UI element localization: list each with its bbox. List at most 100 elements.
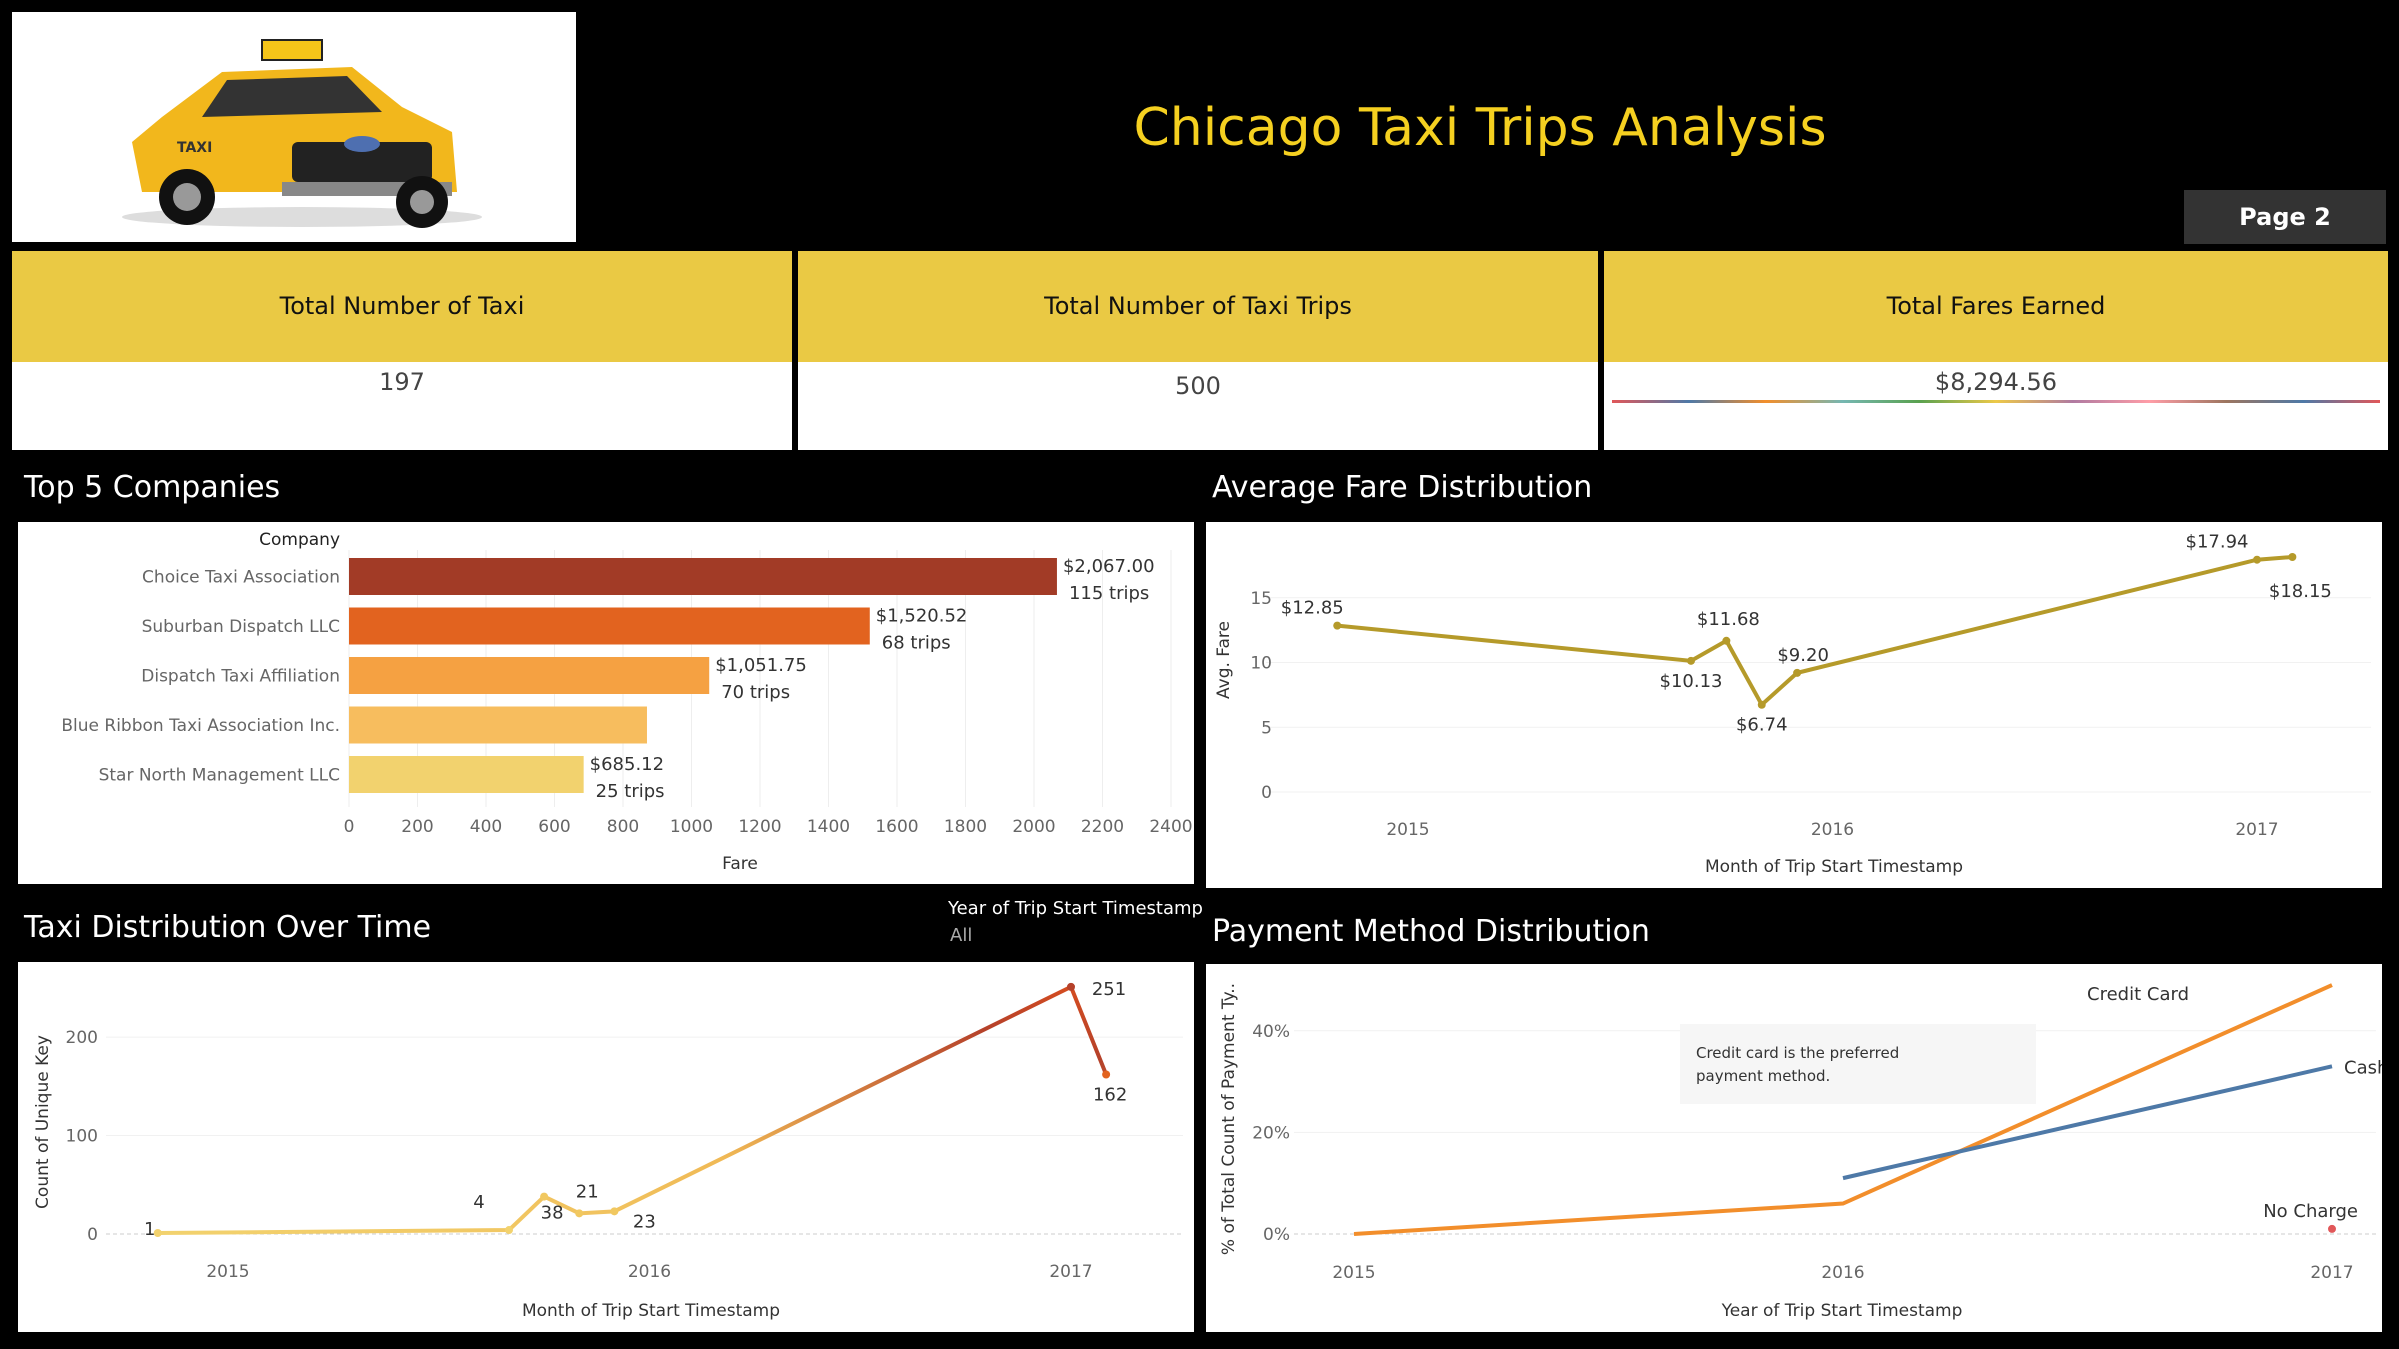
x-tick-label: 2016 xyxy=(628,1262,671,1282)
x-tick-label: 2200 xyxy=(1081,817,1124,837)
data-point xyxy=(1757,700,1766,709)
y-axis-title: % of Total Count of Payment Ty.. xyxy=(1219,983,1239,1255)
x-tick-label: 800 xyxy=(607,817,639,837)
data-label: $17.94 xyxy=(2186,532,2249,553)
kpi-total-fares-value: $8,294.56 xyxy=(1604,362,2388,450)
x-tick-label: 2017 xyxy=(2310,1263,2353,1283)
kpi-total-taxi-label: Total Number of Taxi xyxy=(12,251,792,362)
data-label: 38 xyxy=(541,1203,564,1224)
x-tick-label: 1800 xyxy=(944,817,987,837)
series-label: No Charge xyxy=(2263,1201,2358,1222)
x-tick-label: 1400 xyxy=(807,817,850,837)
avg-fare-panel: 0 5 10 15 2015 2016 2017 Avg. Fare Month of Trip… xyxy=(1206,522,2382,888)
x-axis-title: Fare xyxy=(722,854,758,874)
x-tick-label: 200 xyxy=(401,817,433,837)
data-label: 23 xyxy=(633,1211,656,1232)
category-label: Dispatch Taxi Affiliation xyxy=(141,667,340,687)
series-point xyxy=(2328,1224,2336,1233)
category-label: Choice Taxi Association xyxy=(142,568,340,588)
year-filter-value[interactable]: All xyxy=(950,925,973,946)
data-label: $11.68 xyxy=(1697,609,1760,630)
x-axis-title: Month of Trip Start Timestamp xyxy=(1705,857,1963,877)
x-tick-label: 0 xyxy=(344,817,355,837)
page-button[interactable]: Page 2 xyxy=(2184,190,2386,244)
series-label: Cash xyxy=(2344,1057,2382,1078)
section-title-payment: Payment Method Distribution xyxy=(1212,914,1650,949)
x-axis-title: Year of Trip Start Timestamp xyxy=(1721,1301,1963,1321)
y-axis-title: Avg. Fare xyxy=(1214,621,1234,699)
color-strip-decoration xyxy=(1612,400,2380,403)
data-point xyxy=(2288,553,2297,562)
data-point xyxy=(1722,636,1731,645)
bar-value-label: $685.12 xyxy=(590,754,664,775)
kpi-value-text: $8,294.56 xyxy=(1934,368,2058,396)
x-tick-label: 2015 xyxy=(1332,1263,1375,1283)
data-label: 162 xyxy=(1093,1084,1127,1105)
data-label: $6.74 xyxy=(1736,715,1788,736)
y-tick-label: 200 xyxy=(66,1028,98,1048)
data-point xyxy=(505,1226,513,1235)
avg-fare-chart: 0 5 10 15 2015 2016 2017 Avg. Fare Month of Trip… xyxy=(1214,532,2371,877)
data-label: $9.20 xyxy=(1777,645,1829,666)
data-point xyxy=(1067,982,1075,991)
row-header: Company xyxy=(259,530,340,550)
payment-panel: 0% 20% 40% 2015 2016 2017 % of Total Count of … xyxy=(1206,964,2388,1332)
bar-trips-label: 68 trips xyxy=(882,633,951,654)
top-companies-panel: Company 0 200 400 600 800 1000 1200 1400 1600 1800… xyxy=(18,522,1194,884)
bar xyxy=(349,657,710,694)
x-tick-label: 2017 xyxy=(2235,820,2278,840)
y-tick-label: 15 xyxy=(1250,589,1272,609)
category-label: Star North Management LLC xyxy=(99,766,340,786)
kpi-total-fares-label: Total Fares Earned xyxy=(1604,251,2388,362)
kpi-total-trips-value: 500 xyxy=(798,362,1598,450)
x-tick-label: 600 xyxy=(538,817,570,837)
series-line xyxy=(1353,983,2333,1236)
data-point xyxy=(153,1229,162,1238)
bar-trips-label: 70 trips xyxy=(721,682,790,703)
data-point xyxy=(610,1207,619,1216)
x-tick-label: 2016 xyxy=(1811,820,1854,840)
annotation-box xyxy=(1680,1024,2036,1104)
data-label: 1 xyxy=(144,1219,155,1240)
y-tick-label: 10 xyxy=(1250,654,1272,674)
x-tick-label: 2015 xyxy=(206,1262,249,1282)
taxi-time-panel: 0 100 200 2015 2016 2017 Count of Unique Key Mo… xyxy=(18,962,1194,1332)
taxi-car-icon: TAXI xyxy=(122,39,482,228)
x-tick-label: 2000 xyxy=(1012,817,1055,837)
bar-value-label: $2,067.00 xyxy=(1063,556,1155,577)
x-tick-label: 1000 xyxy=(670,817,713,837)
x-tick-label: 400 xyxy=(470,817,502,837)
category-label: Blue Ribbon Taxi Association Inc. xyxy=(61,716,340,736)
year-filter-label: Year of Trip Start Timestamp xyxy=(948,898,1203,919)
data-label: 4 xyxy=(473,1192,484,1213)
fare-line xyxy=(1337,555,2293,708)
annotation-text: payment method. xyxy=(1696,1067,1830,1085)
y-tick-label: 100 xyxy=(66,1127,98,1147)
x-axis-title: Month of Trip Start Timestamp xyxy=(522,1301,780,1321)
data-point xyxy=(540,1192,549,1201)
svg-text:TAXI: TAXI xyxy=(177,140,212,156)
kpi-total-trips-label: Total Number of Taxi Trips xyxy=(798,251,1598,362)
x-tick-label: 2017 xyxy=(1049,1262,1092,1282)
series-label: Credit Card xyxy=(2087,984,2189,1005)
section-title-top-companies: Top 5 Companies xyxy=(24,470,281,505)
series-line xyxy=(1842,1064,2333,1181)
data-label: $10.13 xyxy=(1660,671,1723,692)
kpi-total-taxi-value: 197 xyxy=(12,362,792,450)
data-label: 251 xyxy=(1092,979,1126,1000)
x-tick-label: 2016 xyxy=(1821,1263,1864,1283)
x-tick-label: 2015 xyxy=(1386,820,1429,840)
x-tick-label: 2400 xyxy=(1149,817,1192,837)
payment-chart: 0% 20% 40% 2015 2016 2017 % of Total Count of … xyxy=(1219,983,2388,1321)
bar xyxy=(349,706,647,744)
y-tick-label: 0% xyxy=(1263,1225,1290,1245)
dashboard-title: Chicago Taxi Trips Analysis xyxy=(1133,98,1827,158)
taxi-logo-image: TAXI xyxy=(12,12,576,242)
y-tick-label: 5 xyxy=(1261,718,1272,738)
y-tick-label: 0 xyxy=(1261,783,1272,803)
bar xyxy=(349,756,584,793)
bar-value-label: $1,051.75 xyxy=(715,655,807,676)
y-tick-label: 40% xyxy=(1252,1022,1290,1042)
data-point xyxy=(1333,621,1342,630)
annotation-text: Credit card is the preferred xyxy=(1696,1044,1899,1062)
